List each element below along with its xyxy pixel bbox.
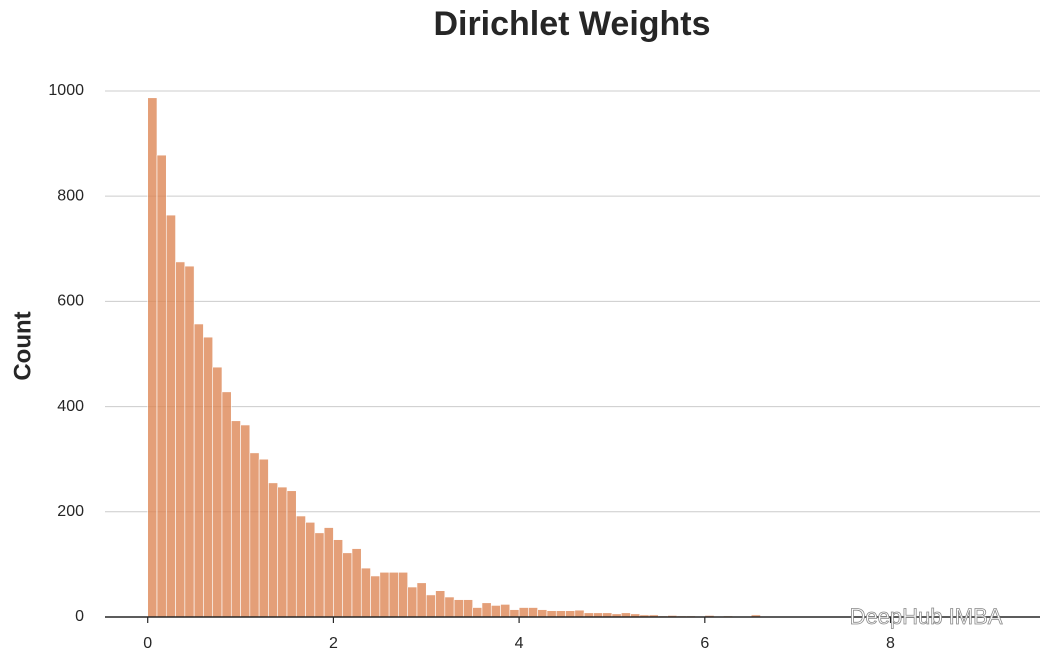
- y-tick-label: 0: [75, 608, 84, 625]
- bars: [147, 97, 1003, 618]
- bar: [268, 482, 279, 618]
- bar: [416, 582, 427, 618]
- bar: [360, 567, 371, 618]
- chart-title: Dirichlet Weights: [433, 5, 710, 43]
- bar: [444, 596, 455, 618]
- bar: [407, 586, 418, 618]
- x-tick-label: 0: [143, 635, 152, 652]
- y-tick-label: 600: [57, 293, 84, 310]
- bar: [175, 261, 186, 618]
- y-tick-label: 800: [57, 187, 84, 204]
- bar: [574, 609, 585, 618]
- bar: [314, 532, 325, 618]
- bar: [379, 571, 390, 618]
- bar: [147, 97, 158, 618]
- bar: [277, 486, 288, 618]
- bar: [509, 609, 520, 618]
- bar: [286, 490, 297, 618]
- bar: [370, 575, 381, 618]
- bar: [333, 539, 343, 618]
- bar: [463, 599, 473, 618]
- bar: [249, 452, 260, 618]
- axes: 0 200 400 600 800 1000 0 2 4 6 8: [48, 82, 1040, 652]
- bar: [425, 594, 436, 618]
- bar: [518, 607, 529, 618]
- bar: [203, 336, 214, 618]
- bar: [221, 391, 232, 618]
- bar: [528, 607, 538, 618]
- bar: [165, 214, 176, 618]
- bar: [435, 590, 446, 618]
- x-tick-label: 2: [329, 635, 338, 652]
- x-tick-label: 6: [700, 635, 709, 652]
- bar: [342, 552, 353, 618]
- bar: [184, 265, 195, 618]
- bar: [212, 366, 223, 618]
- bar: [388, 571, 399, 618]
- y-tick-label: 200: [57, 503, 84, 520]
- bar: [156, 154, 167, 618]
- bar: [230, 420, 241, 618]
- bar: [537, 609, 548, 618]
- bar: [240, 424, 251, 618]
- bar: [305, 522, 316, 618]
- bar: [500, 604, 511, 618]
- watermark: DeepHub IMBA: [850, 604, 1003, 629]
- bar: [490, 605, 501, 618]
- bar: [295, 515, 306, 618]
- bar: [258, 458, 269, 618]
- bar: [323, 527, 334, 618]
- bar: [453, 599, 464, 618]
- bar: [565, 610, 576, 618]
- y-tick-label: 1000: [48, 82, 84, 99]
- bar: [481, 602, 492, 618]
- x-tick-label: 4: [515, 635, 524, 652]
- bar: [546, 610, 557, 618]
- bar: [555, 610, 566, 618]
- bar: [193, 323, 204, 618]
- y-axis-label: Count: [9, 311, 36, 380]
- x-tick-label: 8: [886, 635, 895, 652]
- bar: [472, 607, 483, 618]
- y-tick-label: 400: [57, 398, 84, 415]
- bar: [398, 571, 408, 618]
- bar: [351, 548, 362, 618]
